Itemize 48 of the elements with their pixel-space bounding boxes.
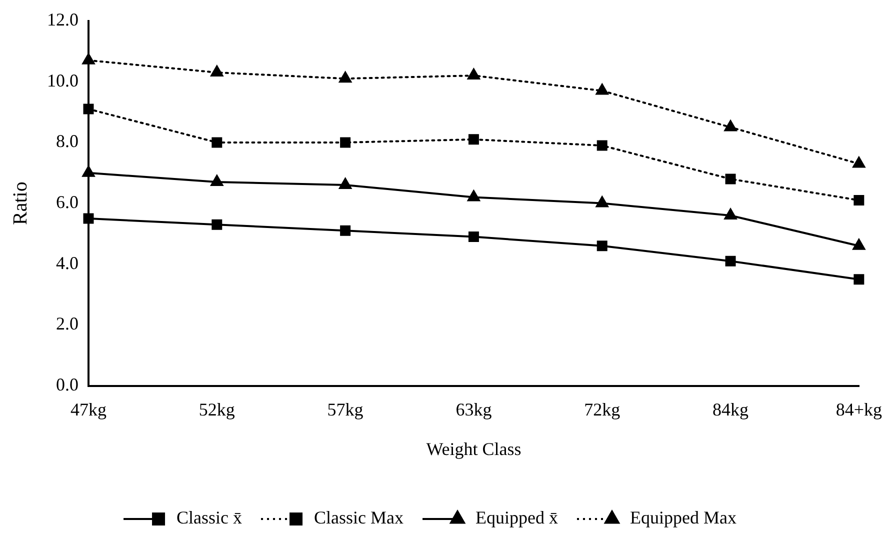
y-tick-label: 2.0 (56, 314, 78, 334)
point (340, 225, 351, 236)
point (340, 137, 351, 148)
point (725, 256, 736, 266)
x-axis-title: Weight Class (426, 438, 522, 459)
point (724, 208, 737, 220)
point (854, 195, 864, 206)
point (468, 68, 480, 80)
point (212, 219, 222, 230)
point (852, 156, 866, 168)
legend-label: Classic x̄ (176, 508, 242, 528)
point (212, 137, 222, 148)
point (852, 238, 866, 250)
x-tick-label: 84kg (712, 399, 749, 420)
y-tick-label: 8.0 (56, 131, 78, 152)
point (854, 274, 864, 285)
y-tick-label: 0.0 (56, 374, 78, 395)
point (210, 66, 224, 77)
y-tick-label: 12.0 (47, 10, 78, 30)
point (596, 240, 608, 252)
legend-label: Classic Max (314, 508, 404, 528)
legend-label: Equipped Max (630, 508, 736, 528)
x-tick-label: 57kg (327, 399, 364, 420)
point (82, 53, 95, 64)
x-tick-label: 63kg (456, 399, 492, 420)
x-tick-label: 72kg (584, 399, 620, 420)
point (83, 104, 94, 114)
legend-label: Equipped x̄ (476, 508, 558, 528)
y-tick-label: 10.0 (47, 70, 78, 90)
y-axis-title: Ratio (9, 182, 32, 225)
y-tick-label: 6.0 (56, 192, 78, 212)
point (339, 72, 352, 83)
point (725, 174, 736, 184)
point (339, 178, 352, 190)
point (596, 140, 608, 151)
x-tick-label: 47kg (70, 399, 106, 420)
point (724, 120, 737, 132)
point (596, 84, 608, 95)
point (468, 190, 480, 202)
point (83, 213, 94, 224)
x-tick-label: 84+kg (836, 399, 882, 420)
x-tick-label: 52kg (198, 399, 235, 420)
point (468, 232, 479, 242)
point (210, 175, 224, 186)
point (468, 134, 479, 145)
point (82, 166, 95, 177)
y-tick-label: 4.0 (56, 252, 78, 273)
point (596, 196, 608, 208)
